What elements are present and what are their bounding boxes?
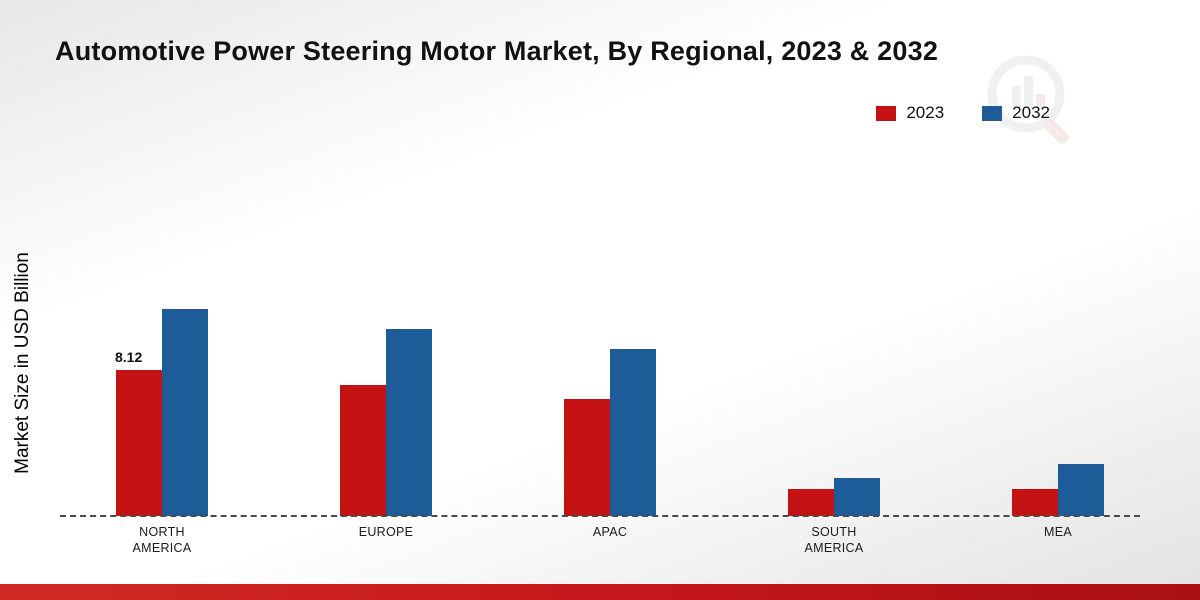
- bar-value-label: 8.12: [115, 349, 143, 365]
- legend-item-2023: 2023: [876, 103, 944, 123]
- legend: 2023 2032: [876, 103, 1050, 123]
- plot-area: 8.12: [50, 196, 1170, 516]
- bar-2032-europe: [386, 329, 432, 516]
- chart-title: Automotive Power Steering Motor Market, …: [55, 36, 939, 66]
- category-label-mea: MEA: [1044, 525, 1072, 539]
- x-axis-baseline: [60, 515, 1140, 517]
- bar-2023-apac: [564, 399, 610, 516]
- category-label-row: NORTH AMERICA EUROPE APAC SOUTH AMERICA MEA: [50, 524, 1170, 557]
- bar-group-europe: [274, 196, 498, 516]
- bar-group-south-america: [722, 196, 946, 516]
- bar-group-mea: [946, 196, 1170, 516]
- category-label-apac: APAC: [592, 525, 628, 539]
- bar-2023-north-america: 8.12: [115, 349, 162, 516]
- bar-2023-europe: [340, 385, 386, 516]
- category-label-south-america: SOUTH AMERICA: [804, 525, 864, 556]
- bar-group-apac: [498, 196, 722, 516]
- category-label-europe: EUROPE: [358, 525, 414, 539]
- footer-bar: [0, 584, 1200, 600]
- bar-2023-mea: [1012, 489, 1058, 516]
- legend-swatch-2023: [876, 105, 897, 121]
- bar-2032-north-america: [162, 309, 208, 516]
- bar-2023-south-america: [788, 489, 834, 516]
- category-label-north-america: NORTH AMERICA: [132, 525, 192, 556]
- y-axis-label: Market Size in USD Billion: [12, 252, 33, 474]
- legend-label: 2032: [1012, 103, 1050, 122]
- legend-label: 2023: [906, 103, 945, 122]
- bar-group-north-america: 8.12: [50, 196, 274, 516]
- bar-2032-south-america: [834, 478, 880, 516]
- watermark-logo: [987, 55, 1069, 144]
- bar-2032-apac: [610, 349, 656, 516]
- legend-item-2032: 2032: [982, 103, 1050, 123]
- legend-swatch-2032: [982, 105, 1003, 121]
- bar-2032-mea: [1058, 464, 1104, 516]
